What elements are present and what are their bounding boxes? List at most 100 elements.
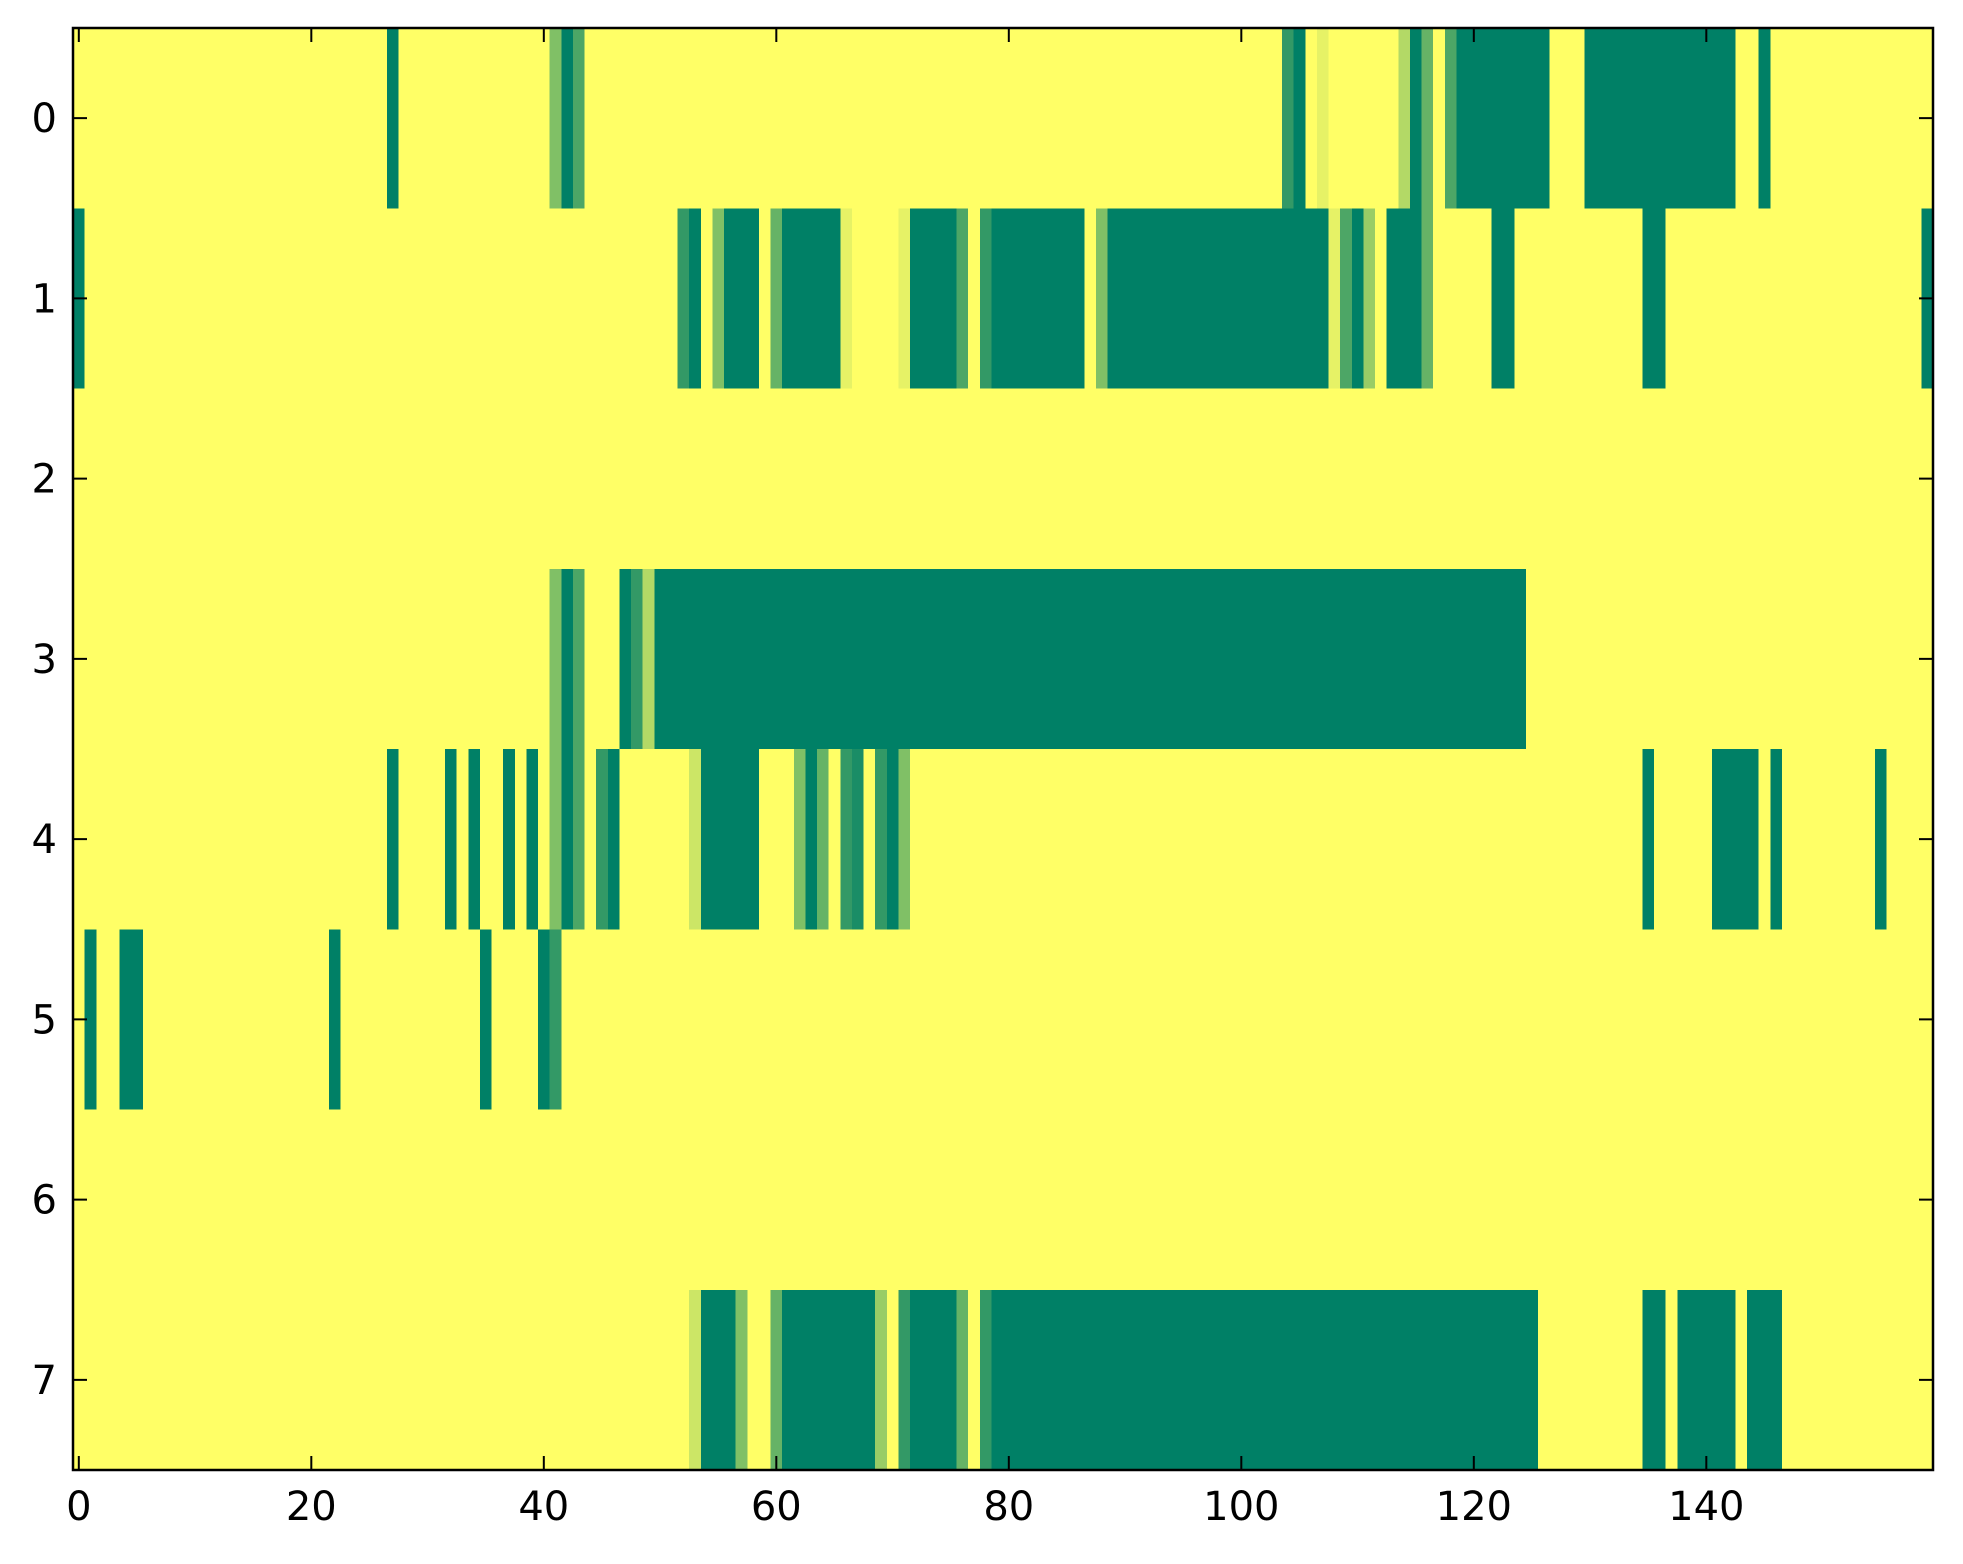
heatmap-cell-row0-seg11 [1456, 28, 1550, 209]
heatmap-cell-row4-seg5 [549, 749, 562, 930]
heatmap-cell-row7-seg7 [910, 1289, 957, 1470]
heatmap-cell-row1-seg2 [689, 208, 701, 389]
x-tick-label-100: 100 [1203, 1484, 1279, 1530]
y-tick-label-6: 6 [32, 1178, 57, 1224]
heatmap-cell-row7-seg6 [898, 1289, 910, 1470]
heatmap-cell-row5-seg4 [538, 929, 550, 1110]
plot-frame [71, 26, 1935, 1472]
heatmap-cell-row0-seg4 [1282, 28, 1294, 209]
heatmap-cell-row7-seg10 [991, 1289, 1538, 1470]
heatmap-cell-row1-seg15 [1328, 208, 1341, 389]
heatmap-cell-row0-seg6 [1316, 28, 1329, 209]
heatmap-cell-row3-seg7 [665, 568, 1527, 749]
heatmap-cell-row0-seg10 [1444, 28, 1457, 209]
heatmap-cell-row1-seg13 [1096, 208, 1108, 389]
heatmap-cell-row1-seg6 [782, 208, 841, 389]
heatmap-cell-row4-seg23 [1874, 749, 1887, 930]
y-tick-label-7: 7 [32, 1358, 57, 1404]
heatmap-cell-row7-seg4 [782, 1289, 876, 1470]
heatmap-cell-row1-seg10 [956, 208, 969, 389]
heatmap-cell-row1-seg21 [1491, 208, 1515, 389]
heatmap-cell-row4-seg12 [793, 749, 806, 930]
axis-ticks [73, 28, 1933, 1470]
heatmap-cell-row4-seg18 [886, 749, 899, 930]
heatmap-cell-row3-seg1 [561, 568, 573, 749]
heatmap-cell-row5-seg1 [119, 929, 143, 1110]
heatmap-cell-row1-seg7 [840, 208, 852, 389]
heatmap-cell-row4-seg16 [851, 749, 864, 930]
heatmap-cell-row4-seg17 [875, 749, 887, 930]
y-tick-label-0: 0 [32, 96, 57, 142]
heatmap-cell-row4-seg14 [817, 749, 829, 930]
heatmap-cell-row7-seg11 [1642, 1289, 1666, 1470]
heatmap-cell-row1-seg12 [991, 208, 1085, 389]
heatmap-cell-row4-seg10 [689, 749, 701, 930]
heatmap-cell-row1-seg20 [1421, 208, 1434, 389]
heatmap-cell-row7-seg9 [979, 1289, 992, 1470]
y-tick-label-1: 1 [32, 276, 57, 322]
heatmap-cells [73, 28, 1933, 1470]
heatmap-cell-row4-seg13 [805, 749, 817, 930]
heatmap-cell-row4-seg15 [840, 749, 852, 930]
heatmap-cell-row4-seg21 [1712, 749, 1759, 930]
heatmap-cell-row1-seg1 [677, 208, 690, 389]
heatmap-cell-row0-seg8 [1409, 28, 1422, 209]
y-tick-label-2: 2 [32, 457, 57, 503]
heatmap-cell-row5-seg2 [328, 929, 341, 1110]
heatmap-cell-row7-seg12 [1677, 1289, 1736, 1470]
heatmap-cell-row5-seg5 [549, 929, 562, 1110]
heatmap-cell-row7-seg5 [875, 1289, 887, 1470]
heatmap-cell-row4-seg4 [526, 749, 538, 930]
heatmap-cell-row7-seg0 [689, 1289, 701, 1470]
heatmap-cell-row3-seg3 [619, 568, 631, 749]
heatmap-cell-row1-seg4 [724, 208, 759, 389]
heatmap-cell-row0-seg7 [1398, 28, 1410, 209]
x-tick-label-120: 120 [1436, 1484, 1512, 1530]
heatmap-cell-row1-seg16 [1340, 208, 1352, 389]
heatmap-cell-row1-seg11 [979, 208, 992, 389]
heatmap-cell-row1-seg5 [770, 208, 783, 389]
heatmap-cell-row1-seg14 [1107, 208, 1329, 389]
heatmap-cell-row4-seg0 [386, 749, 399, 930]
heatmap-cell-row7-seg1 [700, 1289, 736, 1470]
heatmap-cell-row3-seg6 [654, 568, 666, 749]
heatmap-cell-row4-seg8 [596, 749, 608, 930]
heatmap-cell-row1-seg18 [1363, 208, 1375, 389]
heatmap-cell-row0-seg0 [386, 28, 399, 209]
heatmap-cell-row4-seg3 [503, 749, 515, 930]
x-tick-label-80: 80 [983, 1484, 1034, 1530]
y-tick-label-5: 5 [32, 997, 57, 1043]
heatmap-cell-row0-seg3 [572, 28, 585, 209]
heatmap-cell-row3-seg2 [572, 568, 585, 749]
x-tick-label-140: 140 [1668, 1484, 1744, 1530]
heatmap-cell-row7-seg13 [1747, 1289, 1782, 1470]
heatmap-cell-row4-seg22 [1770, 749, 1782, 930]
x-tick-label-0: 0 [66, 1484, 91, 1530]
axis-tick-labels: 0 20 40 60 80 100 120 140 0 1 2 3 4 5 6 7 [32, 96, 1745, 1530]
heatmap-cell-row5-seg3 [479, 929, 492, 1110]
heatmap-cell-row7-seg3 [770, 1289, 783, 1470]
heatmap-cell-row4-seg6 [561, 749, 573, 930]
heatmap-cell-row0-seg1 [549, 28, 562, 209]
y-tick-label-3: 3 [32, 637, 57, 683]
heatmap-cell-row4-seg19 [898, 749, 910, 930]
heatmap-cell-row1-seg22 [1642, 208, 1666, 389]
x-tick-label-60: 60 [751, 1484, 802, 1530]
heatmap-cell-row4-seg2 [468, 749, 480, 930]
heatmap-cell-row3-seg4 [631, 568, 643, 749]
heatmap-cell-row1-seg9 [910, 208, 957, 389]
heatmap-cell-row0-seg5 [1293, 28, 1306, 209]
heatmap-cell-row4-seg1 [445, 749, 457, 930]
heatmap-cell-row3-seg0 [549, 568, 562, 749]
heatmap-cell-row1-seg19 [1386, 208, 1422, 389]
heatmap-cell-row1-seg17 [1351, 208, 1364, 389]
x-tick-label-40: 40 [518, 1484, 569, 1530]
y-tick-label-4: 4 [32, 817, 57, 863]
heatmap-cell-row5-seg0 [84, 929, 97, 1110]
heatmap-cell-row7-seg2 [735, 1289, 748, 1470]
heatmap-cell-row0-seg12 [1584, 28, 1736, 209]
heatmap-cell-row1-seg8 [898, 208, 910, 389]
heatmap-cell-row0-seg2 [561, 28, 573, 209]
heatmap-cell-row4-seg9 [607, 749, 620, 930]
